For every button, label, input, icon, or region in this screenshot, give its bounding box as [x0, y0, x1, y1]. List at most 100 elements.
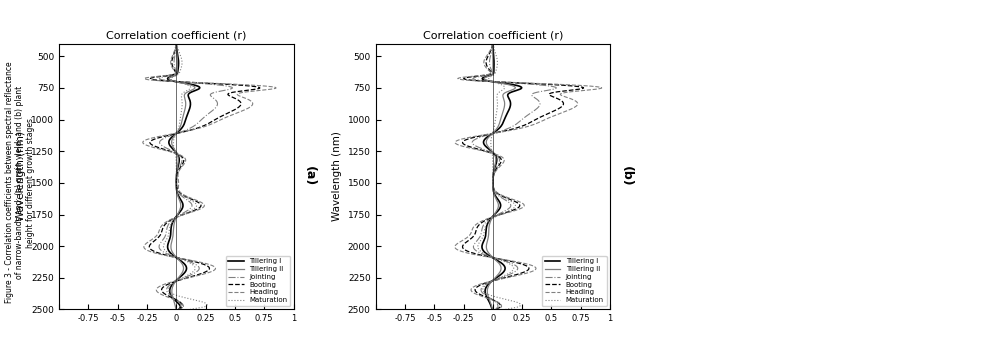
Maturation [158, 241, 170, 245]
Jointing [469, 241, 481, 245]
Tillering II [487, 41, 499, 46]
Jointing [154, 241, 166, 245]
Maturation [190, 202, 202, 206]
Line: Jointing: Jointing [472, 44, 556, 309]
Tillering I [477, 241, 489, 245]
Heading [141, 241, 153, 245]
Tillering II [481, 241, 493, 245]
Tillering II [169, 254, 181, 258]
Booting [174, 307, 186, 312]
Tillering I [173, 307, 185, 312]
Tillering II [481, 240, 493, 244]
Maturation [493, 257, 505, 262]
Jointing [170, 41, 182, 46]
Line: Tillering I: Tillering I [167, 44, 200, 309]
Maturation [500, 307, 512, 312]
Text: Figure 3 - Correlation coefficients between spectral reflectance
of narrow-bands: Figure 3 - Correlation coefficients betw… [5, 61, 34, 303]
Tillering II [486, 307, 498, 312]
Heading [518, 202, 529, 206]
Booting [194, 202, 206, 206]
Maturation [487, 41, 499, 46]
Tillering I [486, 307, 498, 312]
Title: Correlation coefficient (r): Correlation coefficient (r) [106, 30, 246, 40]
Tillering II [165, 241, 177, 245]
Jointing [506, 124, 518, 129]
Tillering I [173, 257, 185, 262]
Text: (a): (a) [303, 166, 316, 187]
Jointing [494, 257, 506, 262]
Maturation [474, 240, 486, 244]
Heading [143, 240, 154, 244]
Booting [515, 124, 526, 129]
Jointing [155, 240, 167, 244]
Legend: Tillering I, Tillering II, Jointing, Booting, Heading, Maturation: Tillering I, Tillering II, Jointing, Boo… [225, 256, 290, 306]
Tillering I [484, 254, 496, 258]
Heading [199, 124, 211, 129]
Heading [453, 241, 464, 245]
Tillering I [490, 257, 502, 262]
Tillering I [487, 41, 499, 46]
Legend: Tillering I, Tillering II, Jointing, Booting, Heading, Maturation: Tillering I, Tillering II, Jointing, Boo… [542, 256, 606, 306]
Tillering II [492, 202, 504, 206]
Tillering I [177, 202, 189, 206]
Heading [486, 41, 498, 46]
Line: Booting: Booting [150, 44, 260, 309]
Booting [460, 241, 471, 245]
Maturation [184, 307, 196, 312]
Heading [478, 254, 490, 258]
Heading [522, 124, 533, 129]
Booting [461, 240, 472, 244]
Jointing [173, 307, 185, 312]
Maturation [173, 124, 185, 129]
Booting [148, 240, 159, 244]
Jointing [177, 257, 189, 262]
Booting [164, 254, 176, 258]
Tillering I [168, 254, 180, 258]
Tillering II [175, 202, 187, 206]
Jointing [470, 240, 482, 244]
Tillering I [477, 240, 489, 244]
Jointing [487, 41, 499, 46]
Booting [496, 257, 508, 262]
Y-axis label: Wavelength (nm): Wavelength (nm) [16, 132, 26, 221]
Jointing [187, 124, 199, 129]
Line: Tillering I: Tillering I [482, 44, 522, 309]
Text: (b): (b) [620, 166, 633, 187]
Tillering I [162, 240, 174, 244]
Maturation [169, 254, 181, 258]
Jointing [490, 307, 502, 312]
Booting [491, 307, 503, 312]
Line: Maturation: Maturation [163, 44, 207, 309]
Tillering II [165, 240, 177, 244]
Heading [174, 307, 186, 312]
Maturation [176, 257, 188, 262]
Booting [513, 202, 524, 206]
Heading [455, 240, 466, 244]
Maturation [509, 202, 521, 206]
Booting [480, 254, 492, 258]
Y-axis label: Wavelength (nm): Wavelength (nm) [333, 132, 342, 221]
Tillering II [172, 257, 184, 262]
Jointing [504, 202, 516, 206]
Heading [170, 41, 182, 46]
Tillering I [170, 41, 182, 46]
Maturation [159, 240, 171, 244]
Booting [196, 124, 208, 129]
Tillering I [162, 241, 174, 245]
Line: Tillering II: Tillering II [169, 44, 195, 309]
Heading [497, 257, 509, 262]
Heading [492, 307, 504, 312]
Maturation [488, 124, 500, 129]
Tillering I [177, 124, 189, 129]
Tillering I [495, 124, 507, 129]
Line: Jointing: Jointing [159, 44, 232, 309]
Tillering II [492, 124, 504, 129]
Tillering II [170, 307, 182, 312]
Line: Tillering II: Tillering II [484, 44, 516, 309]
Tillering I [495, 202, 507, 206]
Booting [487, 41, 499, 46]
Jointing [167, 254, 179, 258]
Booting [146, 241, 157, 245]
Tillering II [170, 41, 182, 46]
Line: Heading: Heading [455, 44, 602, 309]
